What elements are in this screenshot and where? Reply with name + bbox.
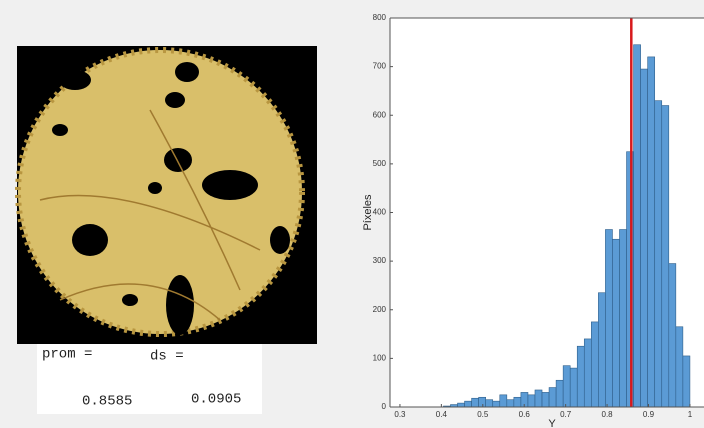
bar bbox=[655, 101, 662, 407]
x-tick-label: 0.4 bbox=[436, 410, 448, 419]
bar bbox=[634, 45, 641, 407]
bar bbox=[514, 397, 521, 407]
y-tick-label: 700 bbox=[373, 62, 387, 71]
bar bbox=[641, 69, 648, 407]
y-tick-label: 400 bbox=[373, 208, 387, 217]
bar bbox=[662, 106, 669, 407]
bar bbox=[598, 293, 605, 407]
bar bbox=[542, 392, 549, 407]
x-tick-label: 0.8 bbox=[602, 410, 614, 419]
bar bbox=[584, 339, 591, 407]
sd-label: ds = bbox=[150, 349, 184, 365]
bar bbox=[683, 356, 690, 407]
x-tick-label: 0.6 bbox=[519, 410, 531, 419]
bar bbox=[500, 395, 507, 407]
x-tick-label: 0.9 bbox=[643, 410, 655, 419]
y-tick-label: 600 bbox=[373, 110, 387, 119]
x-axis-label: Y bbox=[548, 418, 556, 428]
bar bbox=[528, 395, 535, 407]
y-tick-label: 500 bbox=[373, 159, 387, 168]
bar bbox=[591, 322, 598, 407]
bar bbox=[556, 380, 563, 407]
bar bbox=[605, 230, 612, 407]
y-tick-label: 0 bbox=[382, 402, 387, 411]
bar bbox=[577, 346, 584, 407]
y-tick-label: 100 bbox=[373, 353, 387, 362]
mean-value: 0.8585 bbox=[82, 394, 132, 410]
bar bbox=[619, 230, 626, 407]
bar bbox=[669, 264, 676, 407]
bar bbox=[563, 366, 570, 407]
bar bbox=[549, 388, 556, 407]
x-tick-label: 1 bbox=[688, 410, 693, 419]
bar bbox=[472, 398, 479, 407]
bar bbox=[493, 401, 500, 407]
sd-value: 0.0905 bbox=[191, 392, 241, 408]
y-tick-label: 300 bbox=[373, 256, 387, 265]
bar bbox=[535, 390, 542, 407]
y-axis-label: Píxeles bbox=[362, 194, 374, 231]
y-tick-label: 800 bbox=[373, 13, 387, 22]
bar bbox=[570, 368, 577, 407]
mean-label: prom = bbox=[42, 347, 92, 363]
y-tick-label: 200 bbox=[373, 305, 387, 314]
bar bbox=[648, 57, 655, 407]
bar bbox=[612, 239, 619, 407]
x-tick-label: 0.3 bbox=[394, 410, 406, 419]
bar bbox=[507, 400, 514, 407]
bar bbox=[676, 327, 683, 407]
bar bbox=[479, 397, 486, 407]
screen: prom = ds = 0.8585 0.0905 0 100 200 300 400 5… bbox=[0, 0, 704, 428]
core-image bbox=[17, 46, 317, 344]
x-tick-label: 0.7 bbox=[560, 410, 572, 419]
bar bbox=[458, 403, 465, 407]
bar bbox=[486, 400, 493, 407]
x-tick-label: 0.5 bbox=[477, 410, 489, 419]
bar bbox=[465, 401, 472, 407]
